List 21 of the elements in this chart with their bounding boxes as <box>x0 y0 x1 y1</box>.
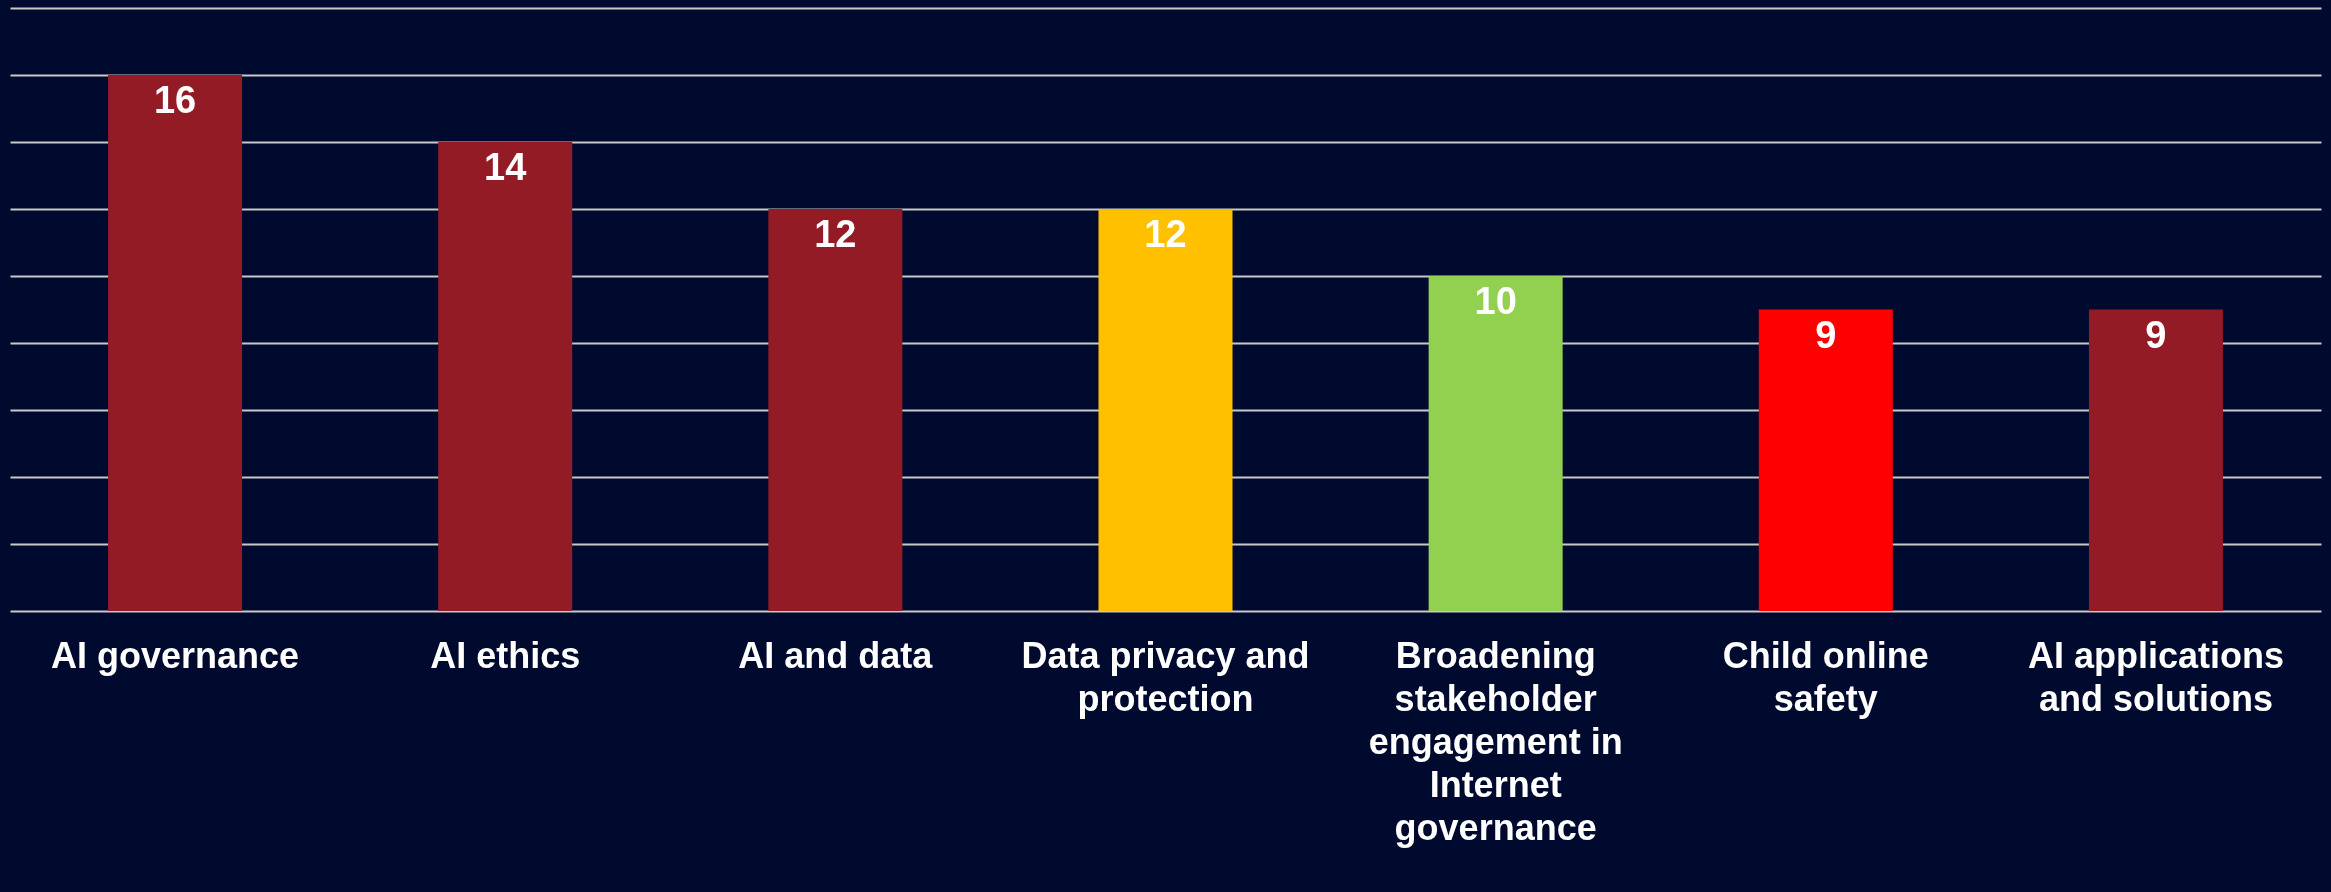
bar <box>2088 309 2223 611</box>
x-tick-label: Child online safety <box>1722 634 1929 719</box>
data-label: 16 <box>153 79 197 121</box>
data-label: 10 <box>1474 280 1517 322</box>
data-label: 14 <box>484 146 527 188</box>
bar <box>438 142 573 611</box>
x-tick-label: AI governance <box>51 634 300 676</box>
x-tick-label: Broadening stakeholder engagement in Internet governance <box>1368 634 1623 848</box>
data-label: 9 <box>1815 313 1837 356</box>
data-label: 9 <box>2145 313 2167 356</box>
bar <box>1098 209 1233 611</box>
bar <box>108 75 243 611</box>
x-tick-label: Data privacy and protection <box>1021 634 1310 719</box>
data-label: 12 <box>1144 213 1187 255</box>
bar <box>768 209 903 611</box>
bar <box>1758 309 1893 611</box>
x-tick-label: AI and data <box>738 634 934 676</box>
x-tick-label: AI ethics <box>430 634 581 676</box>
bar <box>1428 276 1563 611</box>
data-label: 12 <box>814 213 857 255</box>
x-tick-label: AI applications and solutions <box>2027 634 2284 719</box>
